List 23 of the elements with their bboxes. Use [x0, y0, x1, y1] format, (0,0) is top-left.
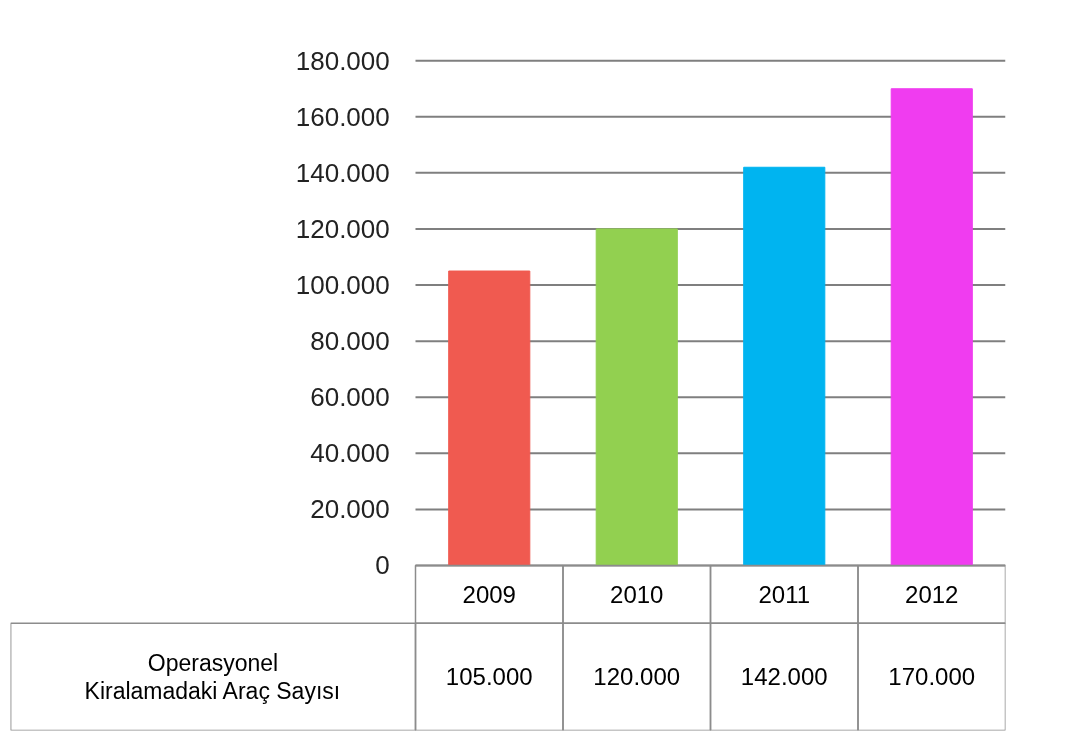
y-tick-label: 180.000	[295, 45, 390, 76]
x-tick-label: 2010	[610, 580, 664, 608]
x-tick-label: 2012	[905, 580, 959, 608]
y-tick-label: 100.000	[295, 270, 390, 301]
bar	[448, 270, 531, 566]
data-label: 142.000	[740, 663, 828, 691]
y-tick-label: 20.000	[310, 494, 390, 525]
y-tick-label: 160.000	[295, 101, 390, 132]
y-tick-label: 120.000	[295, 213, 390, 244]
x-tick-label: 2011	[758, 580, 811, 608]
x-tick-label: 2009	[462, 580, 516, 608]
data-label: 120.000	[593, 663, 681, 691]
y-tick-label: 40.000	[310, 438, 390, 469]
y-tick-label: 60.000	[310, 382, 390, 413]
bar	[890, 88, 973, 566]
text: Operasyonel Kiralamadaki Araç Sayısı	[84, 649, 341, 705]
bar	[743, 166, 826, 566]
data-label: 105.000	[445, 663, 533, 691]
data-label: 170.000	[888, 663, 976, 691]
bar	[595, 228, 678, 566]
y-tick-label: 0	[375, 550, 390, 581]
y-tick-label: 80.000	[310, 326, 390, 357]
y-tick-label: 140.000	[295, 157, 390, 188]
